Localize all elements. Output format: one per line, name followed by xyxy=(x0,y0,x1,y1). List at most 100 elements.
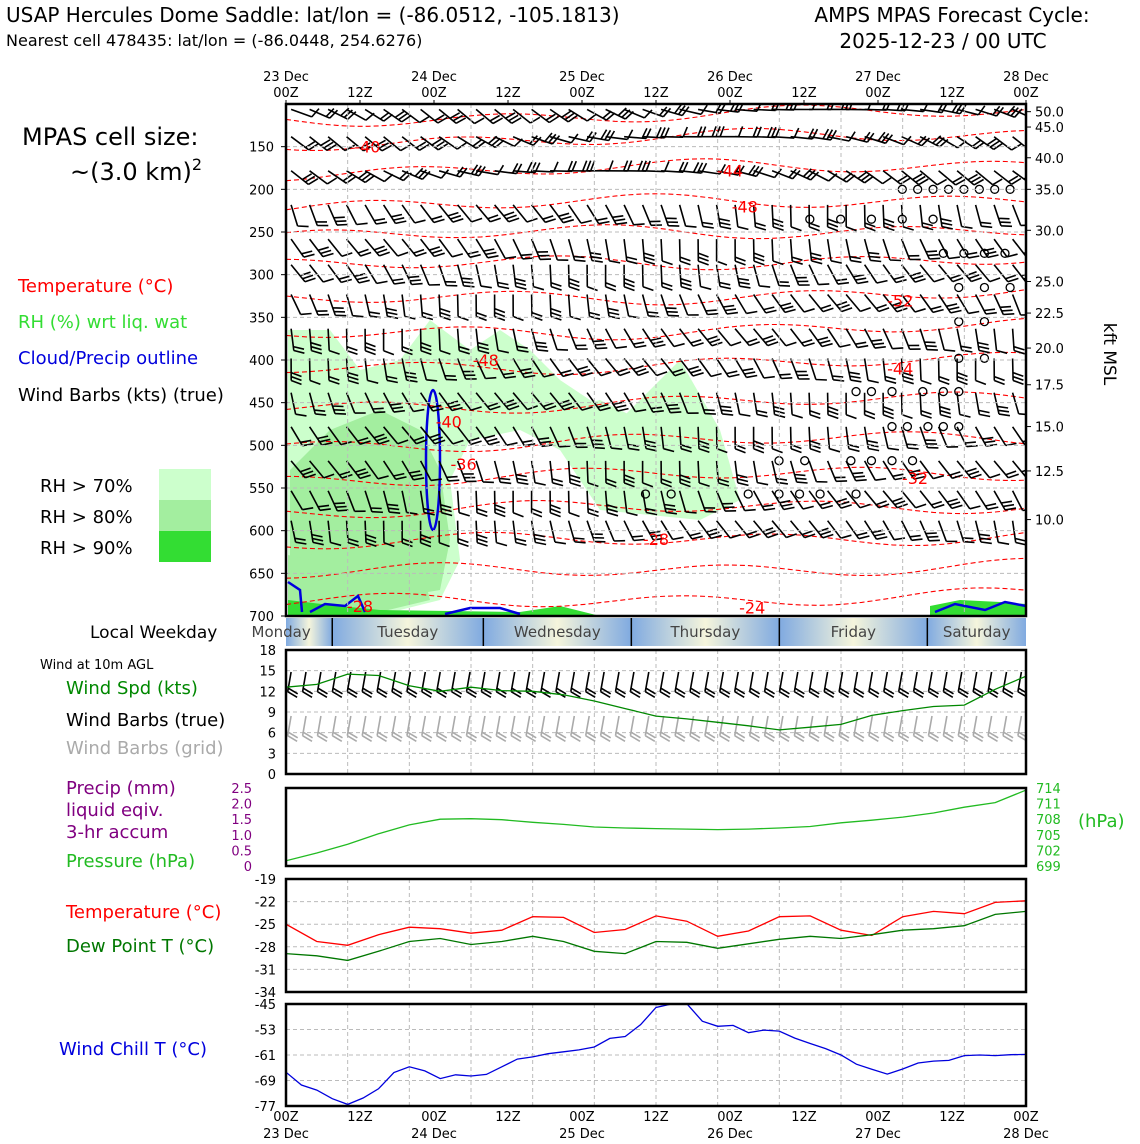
wind-barb xyxy=(309,136,337,151)
wind-barb xyxy=(641,357,668,377)
isotherm-label: -44 xyxy=(717,162,743,181)
calm-circle xyxy=(866,386,877,397)
wind-barb xyxy=(715,328,742,347)
wind-barb xyxy=(845,490,871,509)
wind-barb xyxy=(420,108,448,124)
wind-barb-10m xyxy=(972,671,984,698)
wind-barb xyxy=(697,239,709,266)
wind-barb-10m xyxy=(808,671,820,698)
forecast-cycle-label: AMPS MPAS Forecast Cycle: xyxy=(814,3,1089,27)
dewpoint-series xyxy=(286,910,1026,962)
grid-barb-10m xyxy=(376,715,388,742)
wind-barb xyxy=(623,520,645,542)
wind-barb xyxy=(660,239,673,266)
wind-barb xyxy=(937,294,962,314)
wind-barb xyxy=(863,490,890,509)
wind-barb-10m xyxy=(421,671,433,698)
wind-barb xyxy=(826,328,851,348)
wind-barb xyxy=(789,392,803,419)
wind-barb xyxy=(826,520,852,539)
wind-barb xyxy=(493,520,508,547)
pressure-tick-label: 699 xyxy=(1036,860,1061,875)
wind-barb xyxy=(549,426,571,448)
wind-barb xyxy=(549,358,574,378)
calm-circle xyxy=(954,316,964,327)
wind-barb-10m xyxy=(346,671,358,698)
date-label: 27 Dec xyxy=(855,1127,901,1140)
wind-barb xyxy=(919,204,934,231)
grid-barb-10m xyxy=(465,715,478,742)
wind-barb xyxy=(530,264,545,291)
grid-barb-10m xyxy=(555,715,567,742)
wind-barb xyxy=(512,294,524,322)
wind-barb xyxy=(956,170,984,186)
wind-barb xyxy=(308,490,331,512)
pressure-tick-label: 550 xyxy=(249,482,274,497)
wind-barb xyxy=(512,358,536,379)
date-label: 25 Dec xyxy=(559,1127,605,1140)
wind-barb xyxy=(364,136,392,152)
time-tick-label: 12Z xyxy=(495,86,521,101)
wind-barb xyxy=(919,426,939,449)
wind-barb xyxy=(475,358,497,380)
wind-barb xyxy=(1012,170,1026,182)
windchill-panel-grid: -77 -69 -61 -53 -45 xyxy=(255,998,1026,1115)
wind-barb xyxy=(513,161,541,174)
wind-barb xyxy=(641,294,660,318)
wind-barb xyxy=(863,520,888,540)
wind-barb xyxy=(937,392,952,419)
wind-barb xyxy=(938,104,967,115)
cloud-outline xyxy=(287,388,1026,616)
legend-cloud-outline: Cloud/Precip outline xyxy=(18,348,198,369)
wind-barb xyxy=(993,238,1018,258)
wind-barb xyxy=(327,294,347,317)
time-tick-label: 00Z xyxy=(1013,86,1039,101)
wind-barb xyxy=(530,520,547,546)
wind-barb xyxy=(882,358,897,384)
wind-barb xyxy=(789,426,802,454)
wind-barb xyxy=(308,426,333,446)
wind-barb xyxy=(419,238,445,258)
wind-barb xyxy=(864,170,893,185)
wind-barb xyxy=(475,520,488,547)
precip-tick-label: 1.0 xyxy=(231,829,252,844)
kft-tick-label: 45.0 xyxy=(1035,121,1064,136)
wind-barb xyxy=(419,328,432,356)
wind-barb xyxy=(456,460,477,483)
precip-tick-label: 2.0 xyxy=(231,798,252,813)
wind-barb xyxy=(641,426,657,452)
wind-barb xyxy=(919,490,945,509)
isotherm xyxy=(286,431,1026,453)
calm-circle xyxy=(794,489,805,499)
wind-barb xyxy=(1012,136,1026,149)
wind-barb xyxy=(382,358,398,384)
kft-tick-label: 35.0 xyxy=(1035,183,1064,198)
wind-barb xyxy=(826,238,842,264)
wind-barbs-grid-legend: Wind Barbs (grid) xyxy=(66,738,224,759)
wind-barb xyxy=(900,426,919,450)
wind-barb-10m xyxy=(1002,671,1014,698)
grid-barb-10m xyxy=(331,715,343,742)
wind-barb xyxy=(530,328,549,352)
weekday-label: Local Weekday xyxy=(90,623,217,643)
isotherm xyxy=(286,158,1026,182)
wind-barb xyxy=(327,520,342,547)
wind-barb xyxy=(974,238,999,259)
wind-barb xyxy=(734,490,756,512)
wind-barb xyxy=(327,238,353,258)
wind-barb xyxy=(752,328,779,347)
wind-barb xyxy=(826,293,853,313)
weekday-name: Tuesday xyxy=(376,623,438,641)
wind-barb xyxy=(382,460,407,481)
wind-barb xyxy=(753,126,781,139)
hpa-label: (hPa) xyxy=(1078,811,1125,832)
wind-barb xyxy=(735,126,762,138)
isotherm xyxy=(286,317,1026,341)
calm-circle xyxy=(979,353,990,363)
wind-barb xyxy=(475,164,505,176)
wind-barb xyxy=(401,520,413,548)
calm-circle xyxy=(928,214,938,224)
wind-barb xyxy=(383,108,412,123)
dewpoint-legend: Dew Point T (°C) xyxy=(66,936,214,957)
